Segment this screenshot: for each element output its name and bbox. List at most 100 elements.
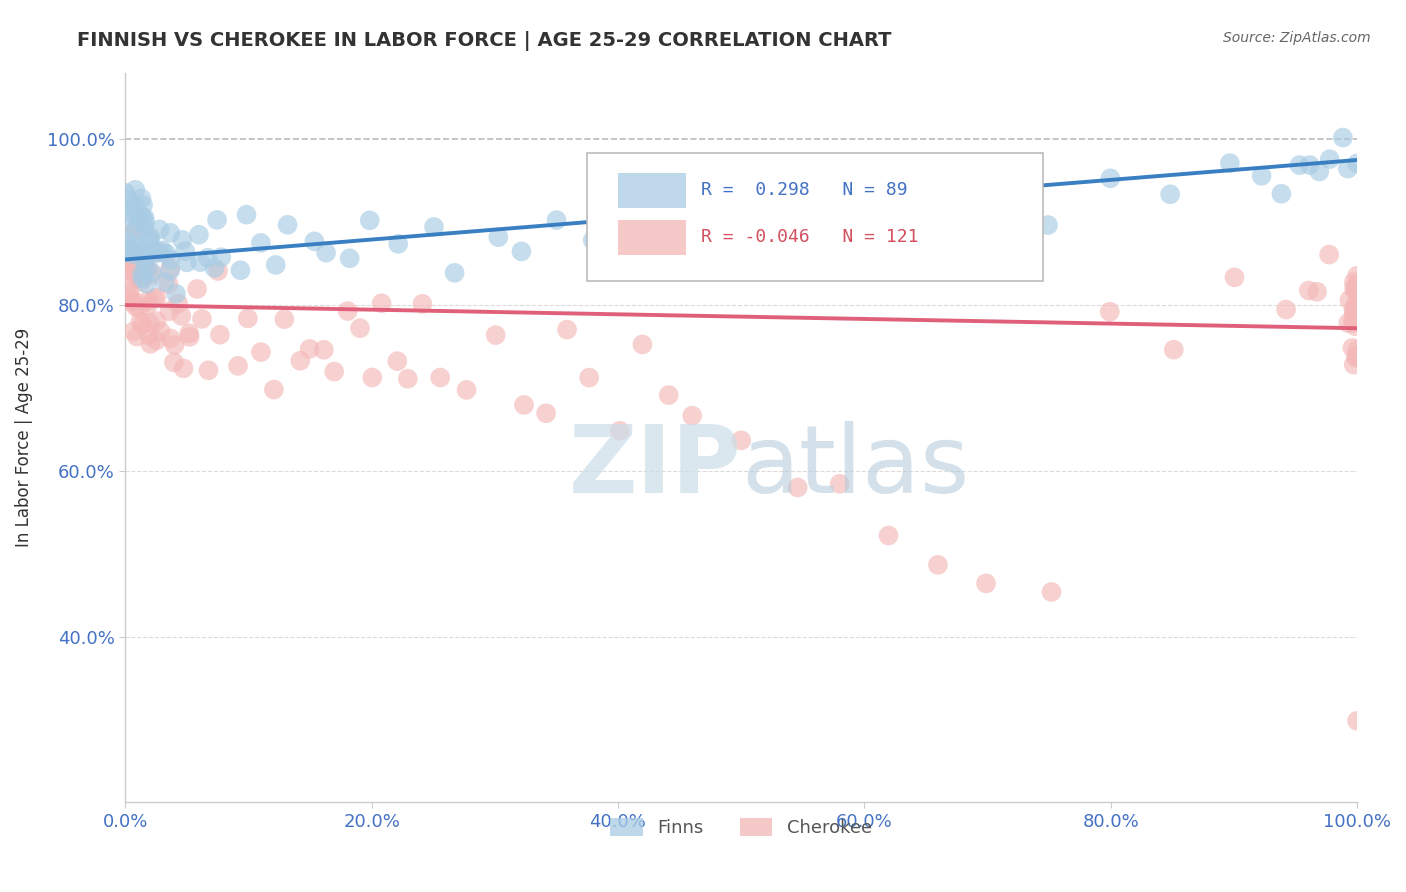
Point <box>609 424 631 438</box>
Point <box>141 265 163 279</box>
Point <box>159 226 181 240</box>
Point <box>277 218 299 232</box>
Point <box>172 233 194 247</box>
Point <box>1343 275 1365 289</box>
Point <box>336 304 359 318</box>
Point <box>1339 293 1361 307</box>
Point <box>1346 343 1368 357</box>
Point <box>145 334 167 348</box>
Point <box>187 227 209 242</box>
Point <box>349 321 371 335</box>
Point <box>188 255 211 269</box>
Point <box>264 258 287 272</box>
Point <box>226 359 249 373</box>
Text: atlas: atlas <box>741 421 969 513</box>
Point <box>136 263 159 277</box>
Point <box>359 213 381 227</box>
Point <box>208 327 231 342</box>
Point <box>1346 714 1368 728</box>
Point <box>1299 158 1322 172</box>
Point <box>134 260 156 275</box>
Point <box>304 235 326 249</box>
Point <box>1343 309 1365 323</box>
Point <box>875 197 897 211</box>
Point <box>1346 282 1368 296</box>
Point <box>122 293 145 308</box>
Point <box>120 247 142 261</box>
Point <box>1159 187 1181 202</box>
Point <box>1341 313 1364 327</box>
Point <box>1343 306 1365 320</box>
Point <box>1346 278 1368 293</box>
Point <box>207 264 229 278</box>
Point <box>134 211 156 225</box>
Point <box>578 370 600 384</box>
Point <box>229 263 252 277</box>
Point <box>157 277 180 292</box>
Text: FINNISH VS CHEROKEE IN LABOR FORCE | AGE 25-29 CORRELATION CHART: FINNISH VS CHEROKEE IN LABOR FORCE | AGE… <box>77 31 891 51</box>
Point <box>485 328 508 343</box>
Point <box>179 330 201 344</box>
Point <box>1250 169 1272 183</box>
Point <box>159 252 181 267</box>
Point <box>159 263 181 277</box>
Point <box>828 476 851 491</box>
Point <box>139 230 162 244</box>
Point <box>831 218 853 232</box>
Point <box>124 248 146 262</box>
Point <box>979 174 1001 188</box>
Point <box>1346 348 1368 362</box>
Point <box>139 336 162 351</box>
Point <box>1036 218 1059 232</box>
Point <box>443 266 465 280</box>
Point <box>121 236 143 251</box>
Point <box>1331 130 1354 145</box>
Point <box>136 298 159 312</box>
Point <box>124 244 146 259</box>
Point <box>1098 304 1121 318</box>
Point <box>456 383 478 397</box>
Point <box>129 315 152 329</box>
Bar <box>619 220 686 255</box>
Point <box>486 230 509 244</box>
Point <box>1344 304 1367 318</box>
Point <box>1343 302 1365 317</box>
Point <box>1344 299 1367 313</box>
Point <box>1343 281 1365 295</box>
Point <box>681 409 703 423</box>
Point <box>1346 277 1368 292</box>
Point <box>339 252 361 266</box>
Point <box>1288 158 1310 172</box>
Point <box>411 297 433 311</box>
Point <box>122 260 145 274</box>
Point <box>121 211 143 226</box>
Text: ZIP: ZIP <box>568 421 741 513</box>
Point <box>132 252 155 266</box>
Point <box>125 300 148 314</box>
Point <box>582 233 605 247</box>
Point <box>114 229 136 244</box>
Point <box>1319 152 1341 166</box>
Point <box>361 370 384 384</box>
Point <box>124 183 146 197</box>
Point <box>128 215 150 229</box>
Point <box>205 212 228 227</box>
Point <box>730 434 752 448</box>
Point <box>135 277 157 291</box>
Point <box>209 250 232 264</box>
Point <box>534 406 557 420</box>
Point <box>143 291 166 305</box>
Point <box>141 268 163 282</box>
Point <box>122 325 145 339</box>
Point <box>423 219 446 234</box>
Point <box>170 309 193 323</box>
Point <box>778 190 800 204</box>
Point <box>1275 302 1298 317</box>
Point <box>146 245 169 260</box>
Point <box>134 221 156 235</box>
Point <box>204 260 226 275</box>
Point <box>115 246 138 260</box>
Point <box>179 326 201 341</box>
Point <box>138 232 160 246</box>
Point <box>115 253 138 268</box>
